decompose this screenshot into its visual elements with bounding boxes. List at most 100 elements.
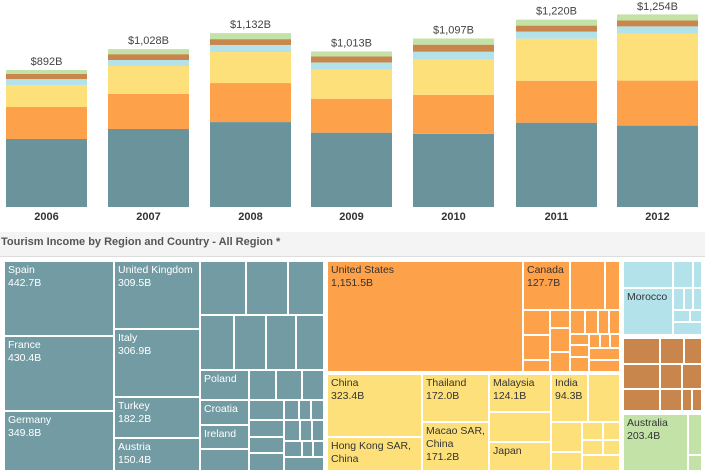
bar-segment-2008-1[interactable] [210,83,291,123]
treemap-cell-austria[interactable]: Austria 150.4B [114,438,200,471]
bar-segment-2006-5[interactable] [6,70,87,74]
bar-segment-2007-1[interactable] [108,93,189,129]
treemap-cell[interactable] [582,422,603,440]
treemap-cell[interactable] [312,420,324,441]
treemap-cell[interactable] [276,370,302,400]
bar-segment-2007-4[interactable] [108,54,189,61]
treemap-cell-turkey[interactable]: Turkey 182.2B [114,397,200,438]
treemap-cell[interactable] [300,420,312,441]
treemap-cell[interactable] [589,360,620,372]
treemap-cell-france[interactable]: France 430.4B [4,336,114,411]
bar-segment-2006-1[interactable] [6,107,87,139]
treemap-cell[interactable] [609,310,620,334]
bar-segment-2011-1[interactable] [516,80,597,123]
treemap-cell[interactable] [623,364,660,389]
treemap-cell[interactable] [582,440,603,455]
treemap-cell[interactable] [688,455,702,471]
treemap-cell-spain[interactable]: Spain 442.7B [4,261,114,336]
treemap-cell[interactable] [603,422,620,440]
treemap-cell[interactable] [570,261,605,310]
treemap-cell[interactable] [660,338,684,364]
treemap-cell[interactable] [523,360,550,372]
treemap-cell[interactable] [684,338,702,364]
treemap-cell[interactable] [673,261,693,288]
bar-segment-2012-5[interactable] [617,14,698,21]
bar-segment-2006-4[interactable] [6,73,87,80]
bar-segment-2010-0[interactable] [413,133,494,207]
bar-segment-2011-5[interactable] [516,19,597,26]
treemap-cell[interactable] [234,315,266,370]
bar-segment-2007-3[interactable] [108,60,189,67]
bar-segment-2012-4[interactable] [617,20,698,27]
treemap-cell[interactable] [570,334,589,345]
bar-segment-2008-2[interactable] [210,52,291,84]
treemap-cell[interactable] [296,315,324,370]
treemap-cell[interactable] [570,310,585,334]
treemap-cell-macao-sar-china[interactable]: Macao SAR, China 171.2B [422,422,489,471]
bar-segment-2007-5[interactable] [108,49,189,55]
treemap-cell[interactable] [585,310,598,334]
treemap-cell[interactable] [623,261,673,288]
treemap-cell[interactable] [610,334,620,348]
treemap-cell[interactable] [551,452,582,471]
treemap-cell[interactable] [249,370,276,400]
treemap-cell-india[interactable]: India 94.3B [551,374,588,422]
treemap-cell[interactable] [623,338,660,364]
treemap-cell[interactable] [302,441,313,457]
bar-segment-2010-5[interactable] [413,38,494,45]
treemap-cell[interactable] [660,389,682,411]
treemap-cell[interactable] [693,261,702,288]
treemap-cell[interactable] [266,315,296,370]
bar-segment-2007-2[interactable] [108,66,189,94]
treemap-cell[interactable] [684,288,693,310]
treemap-cell[interactable] [603,440,620,455]
treemap-cell[interactable] [299,400,311,420]
treemap-cell[interactable] [200,315,234,370]
treemap-cell[interactable] [523,310,550,335]
bar-segment-2011-4[interactable] [516,25,597,32]
treemap-cell[interactable] [489,412,551,442]
treemap-cell-australia[interactable]: Australia 203.4B [623,414,688,471]
treemap-cell[interactable] [550,328,570,352]
treemap-cell-morocco[interactable]: Morocco [623,288,673,335]
treemap-cell[interactable] [249,420,284,437]
treemap-cell-thailand[interactable]: Thailand 172.0B [422,374,489,422]
bar-segment-2006-2[interactable] [6,85,87,108]
treemap-cell[interactable] [673,288,684,310]
treemap-cell-united-states[interactable]: United States 1,151.5B [327,261,523,372]
treemap-cell[interactable] [682,364,702,389]
bar-segment-2011-0[interactable] [516,122,597,207]
treemap-cell[interactable] [673,322,702,335]
treemap-cell[interactable] [605,261,620,310]
treemap-cell-malaysia[interactable]: Malaysia 124.1B [489,374,551,412]
treemap-cell[interactable] [570,357,589,372]
bar-segment-2010-2[interactable] [413,59,494,95]
treemap-cell-united-kingdom[interactable]: United Kingdom 309.5B [114,261,200,329]
bar-segment-2009-2[interactable] [311,69,392,99]
treemap-cell[interactable] [550,352,570,372]
bar-segment-2011-3[interactable] [516,31,597,39]
treemap-cell-china[interactable]: China 323.4B [327,374,422,437]
treemap-cell[interactable] [284,420,300,441]
bar-segment-2012-2[interactable] [617,33,698,81]
treemap-cell[interactable] [693,288,702,310]
treemap-cell[interactable] [551,422,582,452]
bar-segment-2010-4[interactable] [413,44,494,52]
treemap-cell[interactable] [246,261,288,315]
bar-segment-2008-3[interactable] [210,44,291,53]
treemap-cell-germany[interactable]: Germany 349.8B [4,411,114,471]
treemap-cell[interactable] [249,437,284,453]
treemap-cell[interactable] [200,449,249,471]
treemap-cell[interactable] [249,400,284,420]
treemap-cell[interactable] [302,370,324,400]
bar-segment-2010-1[interactable] [413,94,494,134]
treemap-cell-canada[interactable]: Canada 127.7B [523,261,570,310]
treemap-cell-italy[interactable]: Italy 306.9B [114,329,200,397]
treemap-cell[interactable] [284,441,302,457]
bar-segment-2008-4[interactable] [210,39,291,45]
treemap-cell[interactable] [288,261,324,315]
treemap-cell[interactable] [682,389,692,411]
bar-segment-2012-1[interactable] [617,80,698,126]
treemap-cell[interactable] [570,345,589,357]
bar-segment-2012-0[interactable] [617,125,698,207]
